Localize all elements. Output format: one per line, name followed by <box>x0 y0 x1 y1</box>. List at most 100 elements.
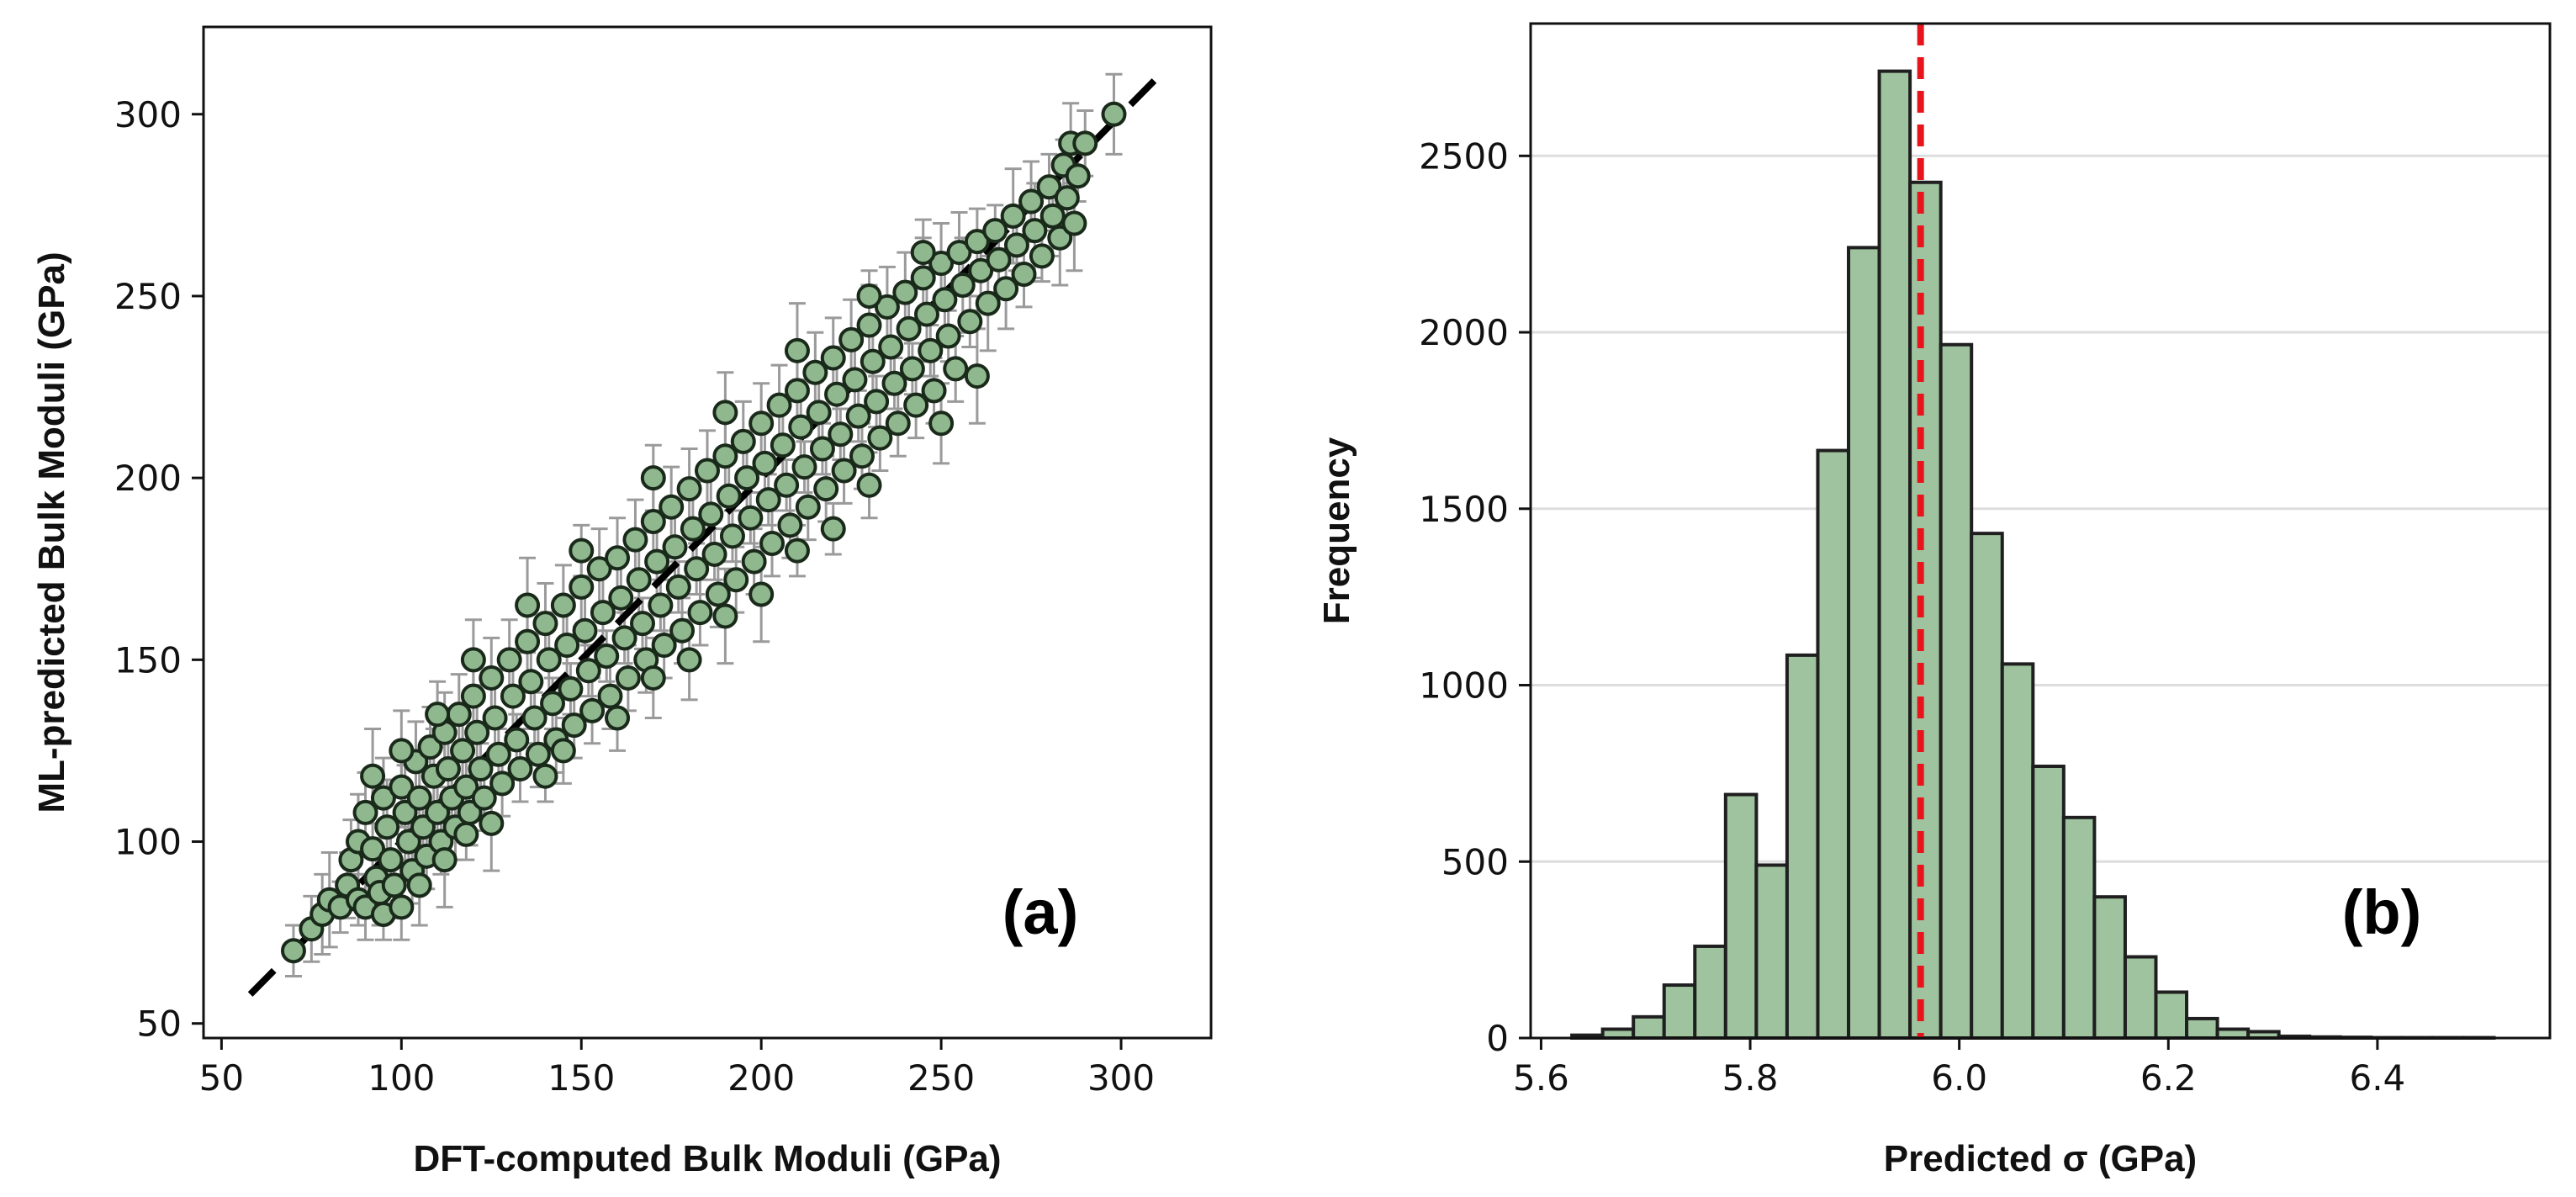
scatter-point <box>1101 101 1127 127</box>
scatter-point <box>1029 243 1055 269</box>
scatter-point <box>784 378 810 404</box>
scatter-point <box>802 359 828 385</box>
scatter-point <box>676 647 702 673</box>
scatter-point <box>496 647 522 673</box>
scatter-point <box>957 309 983 335</box>
scatter-point <box>896 315 922 342</box>
scatter-point <box>770 432 796 458</box>
histogram-bar <box>1970 532 2004 1040</box>
scatter-point <box>561 712 587 739</box>
scatter-point <box>964 363 990 389</box>
scatter-point <box>378 847 404 873</box>
scatter-point <box>968 257 994 283</box>
histogram-bar <box>1939 342 1974 1040</box>
scatter-point <box>482 705 508 731</box>
scatter-point <box>550 738 576 764</box>
y-tick-label: 100 <box>114 822 182 863</box>
histogram-plot-frame <box>1529 22 2552 1040</box>
scatter-point <box>680 516 706 542</box>
x-tick-label: 5.6 <box>1513 1057 1569 1099</box>
scatter-point <box>795 494 821 520</box>
scatter-point <box>406 785 432 811</box>
scatter-point <box>867 425 893 451</box>
scatter-point <box>943 356 969 382</box>
histogram-bar <box>2092 895 2127 1041</box>
scatter-point <box>665 574 691 600</box>
y-tick-label: 500 <box>1441 841 1509 882</box>
scatter-points-layer <box>280 101 1127 964</box>
scatter-point <box>845 403 871 429</box>
x-tick-label: 200 <box>727 1057 795 1099</box>
x-tick-label: 6.0 <box>1931 1057 1987 1099</box>
scatter-point <box>878 334 904 360</box>
scatter-point <box>500 683 526 709</box>
scatter-point <box>550 592 576 618</box>
scatter-point <box>1000 203 1026 229</box>
scatter-point <box>899 356 925 382</box>
scatter-point <box>352 799 378 825</box>
histogram-bar <box>1662 983 1697 1040</box>
histogram-gridlines <box>1531 154 2550 863</box>
scatter-point <box>389 774 415 800</box>
histogram-bar <box>2185 1016 2219 1041</box>
scatter-point <box>594 644 620 670</box>
scatter-point <box>918 337 944 363</box>
histogram-bar <box>1693 944 1727 1041</box>
scatter-point <box>464 719 490 745</box>
scatter-point <box>820 345 846 371</box>
scatter-point <box>892 279 918 305</box>
scatter-plot-frame <box>202 25 1213 1040</box>
scatter-point <box>712 443 738 469</box>
histogram-bar <box>1816 448 1851 1040</box>
scatter-point <box>774 472 800 498</box>
scatter-point <box>856 283 882 309</box>
scatter-point <box>712 400 738 426</box>
scatter-point <box>766 392 792 418</box>
scatter-point <box>431 847 458 873</box>
scatter-point <box>662 534 688 560</box>
scatter-point <box>640 465 666 491</box>
scatter-point <box>831 458 857 484</box>
histogram-y-ticks: 0 500 1000 1500 2000 2500 <box>1419 135 1531 1059</box>
scatter-point <box>536 647 562 673</box>
scatter-point <box>615 665 641 691</box>
scatter-point <box>410 814 436 840</box>
scatter-point <box>932 287 958 313</box>
scatter-point <box>910 265 936 291</box>
scatter-point <box>752 450 778 476</box>
scatter-point <box>489 771 516 797</box>
histogram-bar <box>2154 990 2189 1040</box>
scatter-x-ticks: 50 100 150 200 250 300 <box>199 1038 1155 1099</box>
scatter-point <box>903 392 929 418</box>
scatter-point <box>964 229 990 255</box>
scatter-point <box>651 633 677 659</box>
histogram-bar <box>1754 863 1789 1041</box>
scatter-point <box>993 276 1019 302</box>
scatter-point <box>712 603 738 629</box>
scatter-point <box>608 585 634 611</box>
scatter-point <box>687 600 713 626</box>
scatter-point <box>395 829 421 855</box>
histogram-x-ticks: 5.6 5.8 6.0 6.2 6.4 <box>1513 1038 2405 1099</box>
histogram-y-axis-label: Frequency <box>1316 437 1357 624</box>
histogram-panel: 5.6 5.8 6.0 6.2 6.4 0 500 1000 1500 2000 2500 Pre… <box>1316 22 2552 1179</box>
y-tick-label: 50 <box>137 1004 182 1045</box>
scatter-point <box>586 556 612 582</box>
x-tick-label: 6.4 <box>2349 1057 2405 1099</box>
scatter-point <box>640 665 666 691</box>
scatter-point <box>453 821 479 847</box>
histogram-bar <box>1785 653 1820 1040</box>
scatter-point <box>644 548 670 575</box>
scatter-point <box>579 697 606 723</box>
scatter-point <box>597 683 623 709</box>
scatter-point <box>1065 163 1091 189</box>
scatter-point <box>1054 185 1080 211</box>
scatter-point <box>986 246 1012 273</box>
histogram-bar <box>1723 792 1759 1040</box>
scatter-point <box>695 458 720 484</box>
scatter-point <box>885 410 911 437</box>
scatter-point <box>755 487 781 513</box>
scatter-point <box>856 312 882 338</box>
y-tick-label: 2000 <box>1419 312 1509 353</box>
scatter-point <box>425 702 451 728</box>
